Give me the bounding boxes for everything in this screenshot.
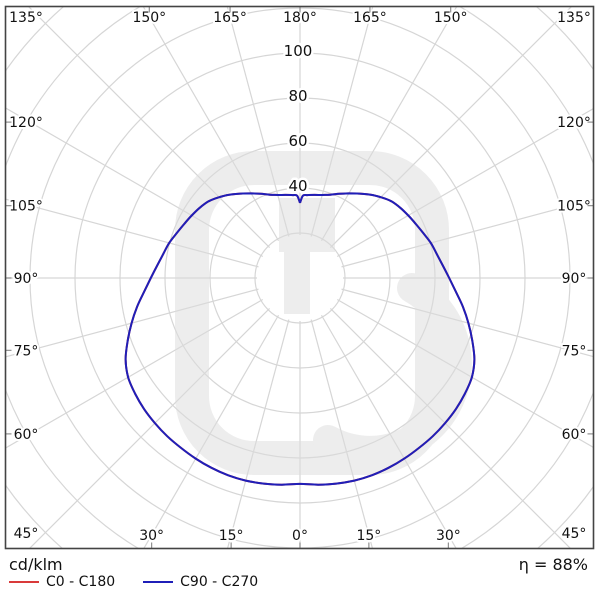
- angle-label-bottom: 15°: [219, 528, 244, 544]
- radial-tick-label: 80: [288, 87, 307, 105]
- angle-label-left: 75°: [14, 343, 39, 359]
- c0-c180-line-swatch: [9, 581, 39, 583]
- angle-label-left: 105°: [9, 199, 43, 215]
- angle-label-top: 150°: [132, 10, 166, 26]
- angle-label-right: 90°: [562, 271, 587, 287]
- legend-label-c90-c270: C90 - C270: [180, 574, 259, 590]
- angle-label-top: 135°: [9, 10, 43, 26]
- angle-label-right: 120°: [557, 115, 591, 131]
- angle-label-top: 150°: [434, 10, 468, 26]
- angle-label-left: 120°: [9, 115, 43, 131]
- angle-label-top: 180°: [283, 10, 317, 26]
- angle-label-left: 60°: [14, 427, 39, 443]
- unit-label: cd/klm: [9, 555, 63, 574]
- angle-label-right: 105°: [557, 199, 591, 215]
- c90-c270-line-swatch: [143, 581, 174, 583]
- radial-tick-labels: 40 60 80 100: [281, 40, 315, 198]
- angle-label-bottom: 45°: [562, 526, 587, 542]
- legend: C0 - C180 C90 - C270: [9, 574, 258, 590]
- radial-tick-label: 40: [288, 177, 307, 195]
- angle-label-left: 90°: [14, 271, 39, 287]
- angle-label-top: 165°: [353, 10, 387, 26]
- angle-label-bottom: 15°: [356, 528, 381, 544]
- angle-label-bottom: 0°: [292, 528, 308, 544]
- angle-labels: 135° 150° 165° 180° 165° 150° 135° 120° 120° 105°…: [7, 8, 593, 546]
- angle-label-right: 75°: [562, 343, 587, 359]
- angle-label-bottom: 30°: [139, 528, 164, 544]
- radial-tick-label: 100: [284, 42, 313, 60]
- manufacturer-logo-watermark: [175, 151, 472, 475]
- angle-label-bottom: 30°: [436, 528, 461, 544]
- angle-label-top: 135°: [557, 10, 591, 26]
- angle-label-bottom: 45°: [14, 526, 39, 542]
- legend-label-c0-c180: C0 - C180: [46, 574, 116, 590]
- radial-tick-label: 60: [288, 132, 307, 150]
- angle-label-right: 60°: [562, 427, 587, 443]
- efficiency-label: η = 88%: [518, 555, 588, 574]
- angle-label-top: 165°: [213, 10, 247, 26]
- curve-c90-c270: [124, 192, 476, 486]
- plot-border: [4, 5, 595, 550]
